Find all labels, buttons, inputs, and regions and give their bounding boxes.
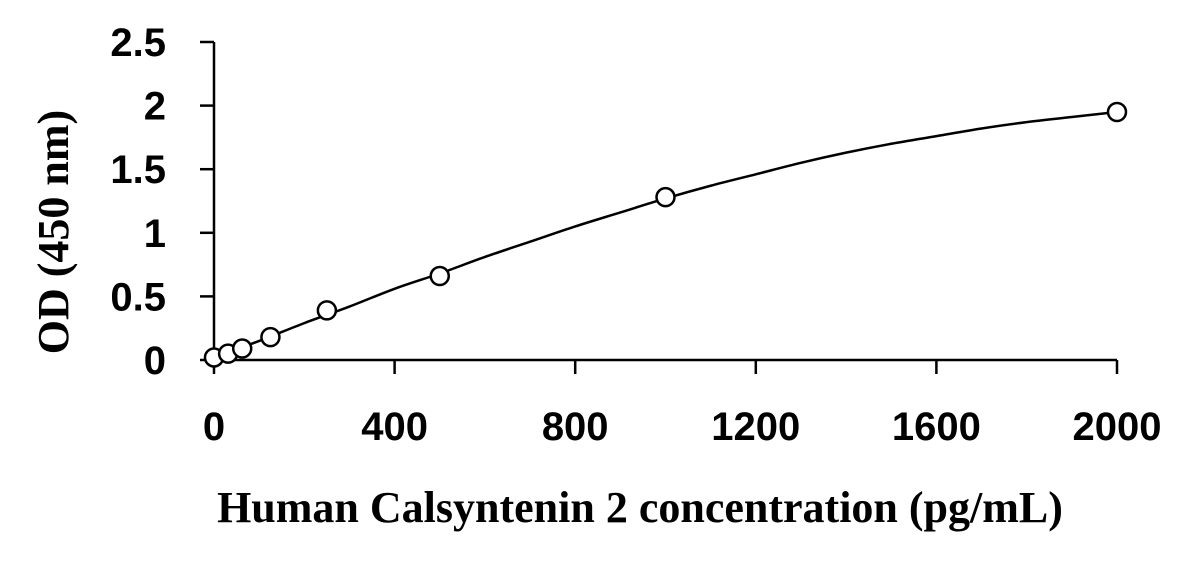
data-point (429, 265, 450, 287)
y-tick-label: 2 (144, 85, 166, 129)
x-axis-ticks: 0 400 800 1200 1600 2000 (203, 360, 1162, 449)
x-tick-label: 800 (542, 405, 609, 449)
y-axis-ticks: 0 0.5 1 1.5 2 2.5 (110, 21, 214, 383)
y-axis-title: OD (450 nm) (29, 110, 78, 354)
data-point (316, 300, 338, 321)
x-tick-label: 1600 (892, 405, 981, 449)
data-point (260, 326, 281, 348)
y-tick-label: 1.5 (110, 148, 166, 192)
y-tick-label: 0.5 (110, 275, 166, 319)
y-tick-label: 0 (144, 339, 166, 383)
x-tick-label: 400 (361, 405, 428, 449)
y-tick-label: 2.5 (110, 21, 166, 65)
data-point (1106, 101, 1128, 123)
x-tick-label: 1200 (711, 405, 800, 449)
data-point (231, 338, 253, 359)
x-axis-title: Human Calsyntenin 2 concentration (pg/mL… (217, 483, 1063, 532)
x-tick-label: 2000 (1073, 405, 1162, 449)
x-tick-label: 0 (203, 405, 225, 449)
fit-curve-layer (213, 110, 1118, 359)
fit-curve (213, 110, 1118, 359)
data-points-layer (203, 101, 1128, 368)
y-tick-label: 1 (144, 212, 166, 256)
data-point (655, 186, 676, 208)
